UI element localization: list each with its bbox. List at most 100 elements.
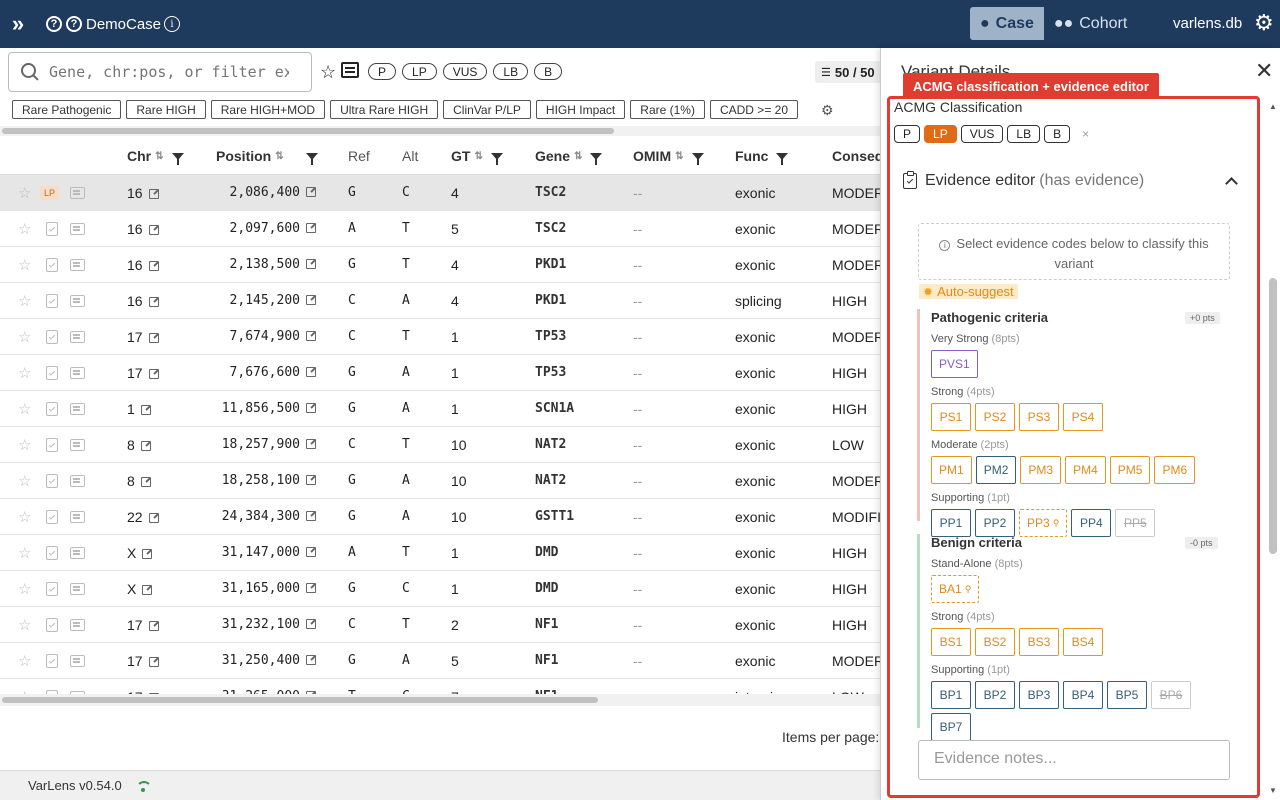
star-icon[interactable]: ☆ — [18, 329, 32, 346]
evidence-code-pm1[interactable]: PM1 — [931, 456, 972, 484]
evidence-code-bp6[interactable]: BP6 — [1151, 681, 1191, 709]
comment-icon[interactable] — [70, 331, 85, 343]
external-link-icon[interactable] — [142, 549, 153, 559]
evidence-code-bp4[interactable]: BP4 — [1063, 681, 1103, 709]
external-link-icon[interactable] — [148, 333, 159, 343]
external-link-icon[interactable] — [148, 261, 159, 271]
filter-chip-lb[interactable]: LB — [493, 63, 529, 80]
external-link-icon[interactable] — [306, 619, 316, 629]
gene-cell[interactable]: PKD1 — [535, 257, 567, 272]
evidence-code-bp1[interactable]: BP1 — [931, 681, 971, 709]
table-row[interactable]: ☆ X 31,165,000 G C 1 DMD -- exonic HIGH — [0, 571, 880, 607]
star-icon[interactable]: ☆ — [18, 221, 32, 238]
evidence-code-pp2[interactable]: PP2 — [975, 509, 1015, 537]
chr-cell[interactable]: X — [127, 545, 153, 561]
evidence-code-ba1[interactable]: BA1 ⚲ — [931, 575, 980, 603]
table-row[interactable]: ☆ 17 31,232,100 C T 2 NF1 -- exonic HIGH — [0, 607, 880, 643]
evidence-code-ps4[interactable]: PS4 — [1063, 403, 1103, 431]
filter-chip-b[interactable]: B — [534, 63, 563, 80]
acmg-option-p[interactable]: P — [894, 125, 921, 143]
evidence-code-pm4[interactable]: PM4 — [1065, 456, 1106, 484]
comment-icon[interactable] — [70, 367, 85, 379]
star-icon[interactable]: ☆ — [18, 257, 32, 274]
chr-cell[interactable]: 8 — [127, 437, 151, 453]
comment-icon[interactable] — [70, 511, 85, 523]
table-row[interactable]: ☆ 1 11,856,500 G A 1 SCN1A -- exonic HIGH — [0, 391, 880, 427]
column-gene[interactable]: Gene ⇅ — [535, 148, 603, 165]
filter-chip-p[interactable]: P — [368, 63, 397, 80]
comment-icon[interactable] — [70, 187, 85, 199]
filter-funnel-icon[interactable] — [691, 152, 704, 165]
scroll-down-icon[interactable]: ▼ — [1269, 786, 1277, 795]
clipboard-check-icon[interactable] — [46, 690, 58, 695]
column-alt[interactable]: Alt — [402, 148, 419, 164]
auto-suggest-button[interactable]: ✹ Auto-suggest — [919, 284, 1018, 299]
preset-rare-high-mod[interactable]: Rare HIGH+MOD — [210, 100, 326, 119]
evidence-code-bp2[interactable]: BP2 — [975, 681, 1015, 709]
external-link-icon[interactable] — [148, 369, 159, 379]
comment-icon[interactable] — [70, 403, 85, 415]
scroll-up-icon[interactable]: ▲ — [1269, 102, 1277, 111]
external-link-icon[interactable] — [306, 475, 316, 485]
chr-cell[interactable]: 16 — [127, 185, 159, 201]
clipboard-check-icon[interactable] — [46, 438, 58, 452]
settings-gear-icon[interactable]: ⚙ — [1254, 10, 1274, 35]
external-link-icon[interactable] — [148, 189, 159, 199]
gene-cell[interactable]: DMD — [535, 545, 559, 560]
position-cell[interactable]: 24,384,300 — [216, 509, 316, 524]
preset-ultra-rare-high[interactable]: Ultra Rare HIGH — [330, 100, 439, 119]
gene-cell[interactable]: TP53 — [535, 365, 567, 380]
sort-icon[interactable]: ⇅ — [155, 150, 164, 162]
external-link-icon[interactable] — [306, 547, 316, 557]
star-icon[interactable]: ☆ — [18, 617, 32, 634]
chr-cell[interactable]: 17 — [127, 329, 159, 345]
evidence-code-pp3[interactable]: PP3 ⚲ — [1019, 509, 1068, 537]
evidence-code-pm2[interactable]: PM2 — [975, 456, 1017, 484]
preset-clinvar-plp[interactable]: ClinVar P/LP — [443, 100, 531, 119]
external-link-icon[interactable] — [306, 187, 316, 197]
evidence-code-pvs1[interactable]: PVS1 — [931, 350, 978, 378]
comment-icon[interactable] — [70, 547, 85, 559]
sort-icon[interactable]: ⇅ — [675, 150, 684, 162]
position-cell[interactable]: 7,674,900 — [216, 329, 316, 344]
comment-icon[interactable] — [70, 439, 85, 451]
external-link-icon[interactable] — [306, 331, 316, 341]
table-row[interactable]: ☆ 16 2,138,500 G T 4 PKD1 -- exonic MODERATE — [0, 247, 880, 283]
position-cell[interactable]: 31,250,400 — [216, 653, 316, 668]
gene-cell[interactable]: NAT2 — [535, 473, 567, 488]
external-link-icon[interactable] — [306, 583, 316, 593]
info-icon[interactable]: i — [164, 16, 181, 32]
clipboard-check-icon[interactable] — [46, 366, 58, 380]
star-icon[interactable]: ☆ — [18, 365, 32, 382]
clipboard-check-icon[interactable] — [46, 582, 58, 596]
help-icon[interactable]: ? — [66, 16, 82, 32]
sort-icon[interactable]: ⇅ — [275, 150, 284, 162]
star-icon[interactable]: ☆ — [18, 185, 32, 202]
comment-filter-icon[interactable] — [341, 62, 359, 78]
evidence-code-ps1[interactable]: PS1 — [931, 403, 971, 431]
table-row[interactable]: ☆ X 31,147,000 A T 1 DMD -- exonic HIGH — [0, 535, 880, 571]
position-cell[interactable]: 18,257,900 — [216, 437, 316, 452]
panel-scrollbar[interactable]: ▲ ▼ — [1267, 100, 1279, 798]
chr-cell[interactable]: 17 — [127, 653, 159, 669]
column-ref[interactable]: Ref — [348, 148, 370, 164]
case-mode-button[interactable]: ● Case — [970, 7, 1044, 40]
cohort-mode-button[interactable]: ●● Cohort — [1043, 7, 1138, 40]
comment-icon[interactable] — [70, 655, 85, 667]
external-link-icon[interactable] — [306, 367, 316, 377]
filter-funnel-icon[interactable] — [776, 152, 789, 165]
evidence-code-bs3[interactable]: BS3 — [1019, 628, 1059, 656]
position-cell[interactable]: 2,145,200 — [216, 293, 316, 308]
preset-settings-gear-icon[interactable]: ⚙ — [821, 102, 834, 118]
sort-icon[interactable]: ⇅ — [474, 150, 483, 162]
gene-cell[interactable]: NF1 — [535, 617, 559, 632]
star-icon[interactable]: ☆ — [18, 437, 32, 454]
external-link-icon[interactable] — [306, 691, 316, 695]
gene-cell[interactable]: NF1 — [535, 653, 559, 668]
star-filter-icon[interactable]: ☆ — [320, 62, 337, 82]
external-link-icon[interactable] — [148, 657, 159, 667]
star-icon[interactable]: ☆ — [18, 545, 32, 562]
evidence-notes-input[interactable]: Evidence notes... — [918, 740, 1230, 780]
column-chr[interactable]: Chr ⇅ — [127, 148, 184, 165]
evidence-code-pm6[interactable]: PM6 — [1154, 456, 1196, 484]
